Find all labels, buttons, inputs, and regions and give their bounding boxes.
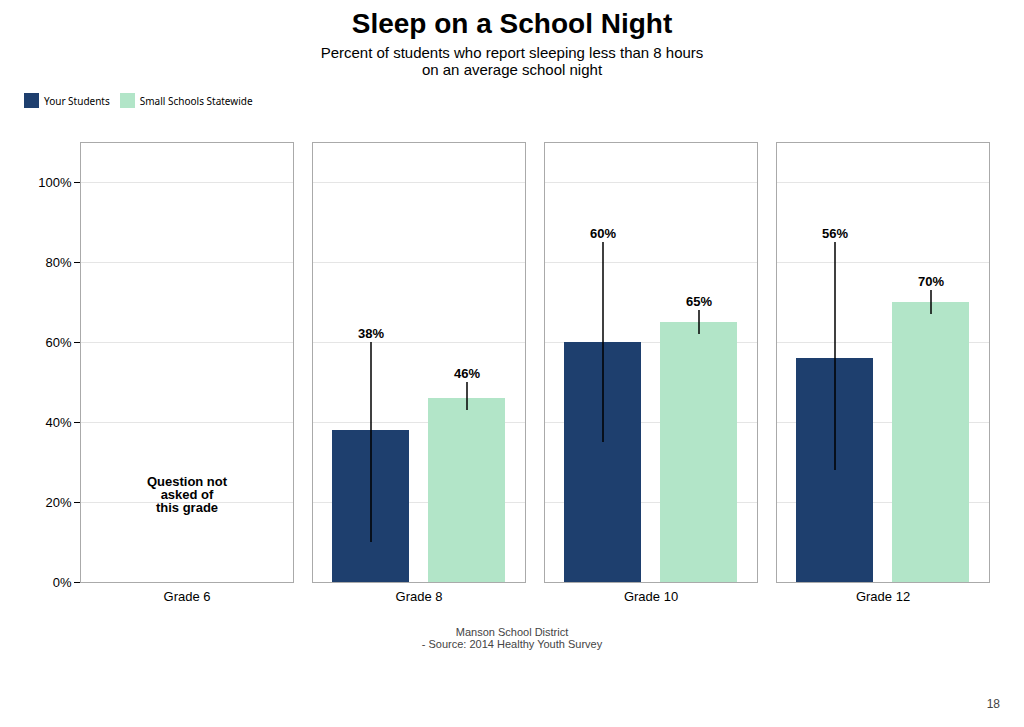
svg-text:56%: 56% — [822, 226, 848, 241]
html-text:Manson School District - Sourc: Manson School District - Source: 2014 He… — [421, 626, 603, 650]
html-text:Percent of students who report: Percent of students who report sleeping … — [320, 44, 704, 78]
html-text:Small Schools Statewide: Small Schools Statewide — [139, 93, 253, 108]
html-text:18: 18 — [986, 697, 1000, 711]
html-text:Your Students: Your Students — [44, 93, 110, 108]
svg-text:60%: 60% — [590, 226, 616, 241]
html-text:Sleep on a School Night: Sleep on a School Night — [351, 8, 673, 39]
svg-text:0%: 0% — [53, 575, 72, 590]
svg-text:100%: 100% — [38, 175, 72, 190]
svg-text:40%: 40% — [45, 415, 71, 430]
svg-text:70%: 70% — [918, 274, 944, 289]
svg-text:Grade 8: Grade 8 — [396, 589, 443, 604]
svg-text:Grade 12: Grade 12 — [856, 589, 910, 604]
svg-text:46%: 46% — [454, 366, 480, 381]
svg-text:80%: 80% — [45, 255, 71, 270]
svg-text:38%: 38% — [358, 326, 384, 341]
svg-text:20%: 20% — [45, 495, 71, 510]
svg-text:65%: 65% — [686, 294, 712, 309]
svg-text:Grade 10: Grade 10 — [624, 589, 678, 604]
svg-text:60%: 60% — [45, 335, 71, 350]
svg-text:Question notasked ofthis grade: Question notasked ofthis grade — [147, 474, 228, 515]
svg-text:Grade 6: Grade 6 — [164, 589, 211, 604]
